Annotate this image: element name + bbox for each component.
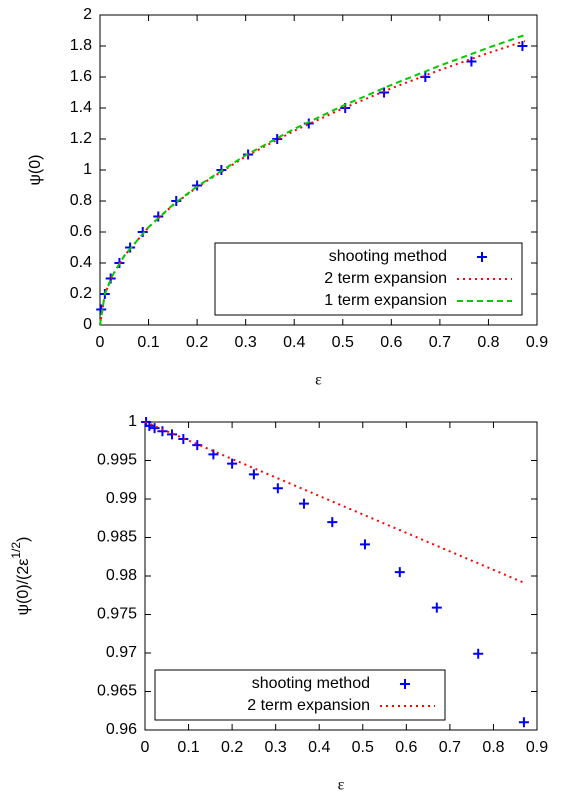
y-tick-label: 1 <box>83 161 92 178</box>
x-tick-label: 0.3 <box>265 739 287 756</box>
y-label-text: ψ(0)/(2ε <box>15 559 32 616</box>
x-axis-label: ε <box>338 777 345 794</box>
data-point <box>153 211 164 222</box>
x-tick-label: 0.2 <box>221 739 243 756</box>
data-point <box>144 420 155 431</box>
data-point <box>379 87 390 98</box>
x-tick-label: 0 <box>141 739 150 756</box>
data-point <box>298 498 309 509</box>
x-tick-label: 0.7 <box>439 739 461 756</box>
data-point <box>167 429 178 440</box>
y-tick-label: 0.8 <box>70 192 92 209</box>
y-tick-label: 0.995 <box>97 452 137 469</box>
data-point <box>327 517 338 528</box>
legend-label: 1 term expansion <box>324 292 447 309</box>
x-tick-label: 0.2 <box>186 334 208 351</box>
data-point <box>248 469 259 480</box>
x-tick-label: 0.4 <box>283 334 305 351</box>
data-line <box>99 34 526 326</box>
legend-label: 2 term expansion <box>324 270 447 287</box>
x-tick-label: 0.9 <box>526 739 548 756</box>
x-tick-label: 0 <box>96 334 105 351</box>
y-tick-label: 1.6 <box>70 68 92 85</box>
x-tick-label: 0.4 <box>308 739 330 756</box>
data-point <box>431 602 442 613</box>
y-axis-label: ψ(0) <box>27 155 44 186</box>
legend-label: shooting method <box>252 675 370 692</box>
legend-box <box>154 669 446 721</box>
y-label-end: ) <box>15 537 32 542</box>
y-label-text: ψ(0) <box>27 155 44 186</box>
y-tick-label: 1.8 <box>70 37 92 54</box>
data-point <box>208 449 219 460</box>
legend-label: 2 term expansion <box>247 697 370 714</box>
data-point <box>272 483 283 494</box>
x-tick-label: 0.8 <box>477 334 499 351</box>
y-axis-label: ψ(0)/(2ε1/2) <box>9 537 32 616</box>
y-label-sup: 1/2 <box>9 542 23 559</box>
legend-marker <box>400 679 410 689</box>
data-point <box>157 426 168 437</box>
x-tick-label: 0.3 <box>235 334 257 351</box>
y-tick-label: 1.2 <box>70 130 92 147</box>
y-tick-label: 0.4 <box>70 254 92 271</box>
data-point <box>517 41 528 51</box>
x-tick-label: 0.8 <box>482 739 504 756</box>
x-tick-label: 0.5 <box>352 739 374 756</box>
x-tick-label: 0.1 <box>177 739 199 756</box>
y-tick-label: 0.975 <box>97 606 137 623</box>
x-axis-label: ε <box>315 372 322 389</box>
y-tick-label: 0 <box>83 316 92 333</box>
legend-label: shooting method <box>329 248 447 265</box>
y-tick-label: 0.99 <box>106 490 137 507</box>
data-point <box>518 717 529 728</box>
x-tick-label: 0.6 <box>395 739 417 756</box>
y-tick-label: 2 <box>83 6 92 23</box>
data-point <box>466 56 477 67</box>
data-line <box>144 421 527 585</box>
x-tick-label: 0.5 <box>332 334 354 351</box>
y-tick-label: 0.985 <box>97 529 137 546</box>
y-tick-label: 0.965 <box>97 683 137 700</box>
y-tick-label: 0.98 <box>106 567 137 584</box>
x-tick-label: 0.7 <box>429 334 451 351</box>
y-tick-label: 0.6 <box>70 223 92 240</box>
y-tick-label: 1.4 <box>70 99 92 116</box>
data-point <box>149 423 160 434</box>
y-tick-label: 0.97 <box>106 644 137 661</box>
data-point <box>359 539 370 550</box>
y-tick-label: 1 <box>128 413 137 430</box>
data-point <box>394 567 405 578</box>
x-tick-label: 0.1 <box>137 334 159 351</box>
data-point <box>420 72 431 82</box>
data-point <box>227 458 238 469</box>
legend-marker <box>477 252 487 262</box>
data-point <box>473 648 484 659</box>
y-tick-label: 0.96 <box>106 721 137 738</box>
x-tick-label: 0.9 <box>526 334 548 351</box>
data-point <box>178 433 189 444</box>
y-tick-label: 0.2 <box>70 285 92 302</box>
x-tick-label: 0.6 <box>380 334 402 351</box>
